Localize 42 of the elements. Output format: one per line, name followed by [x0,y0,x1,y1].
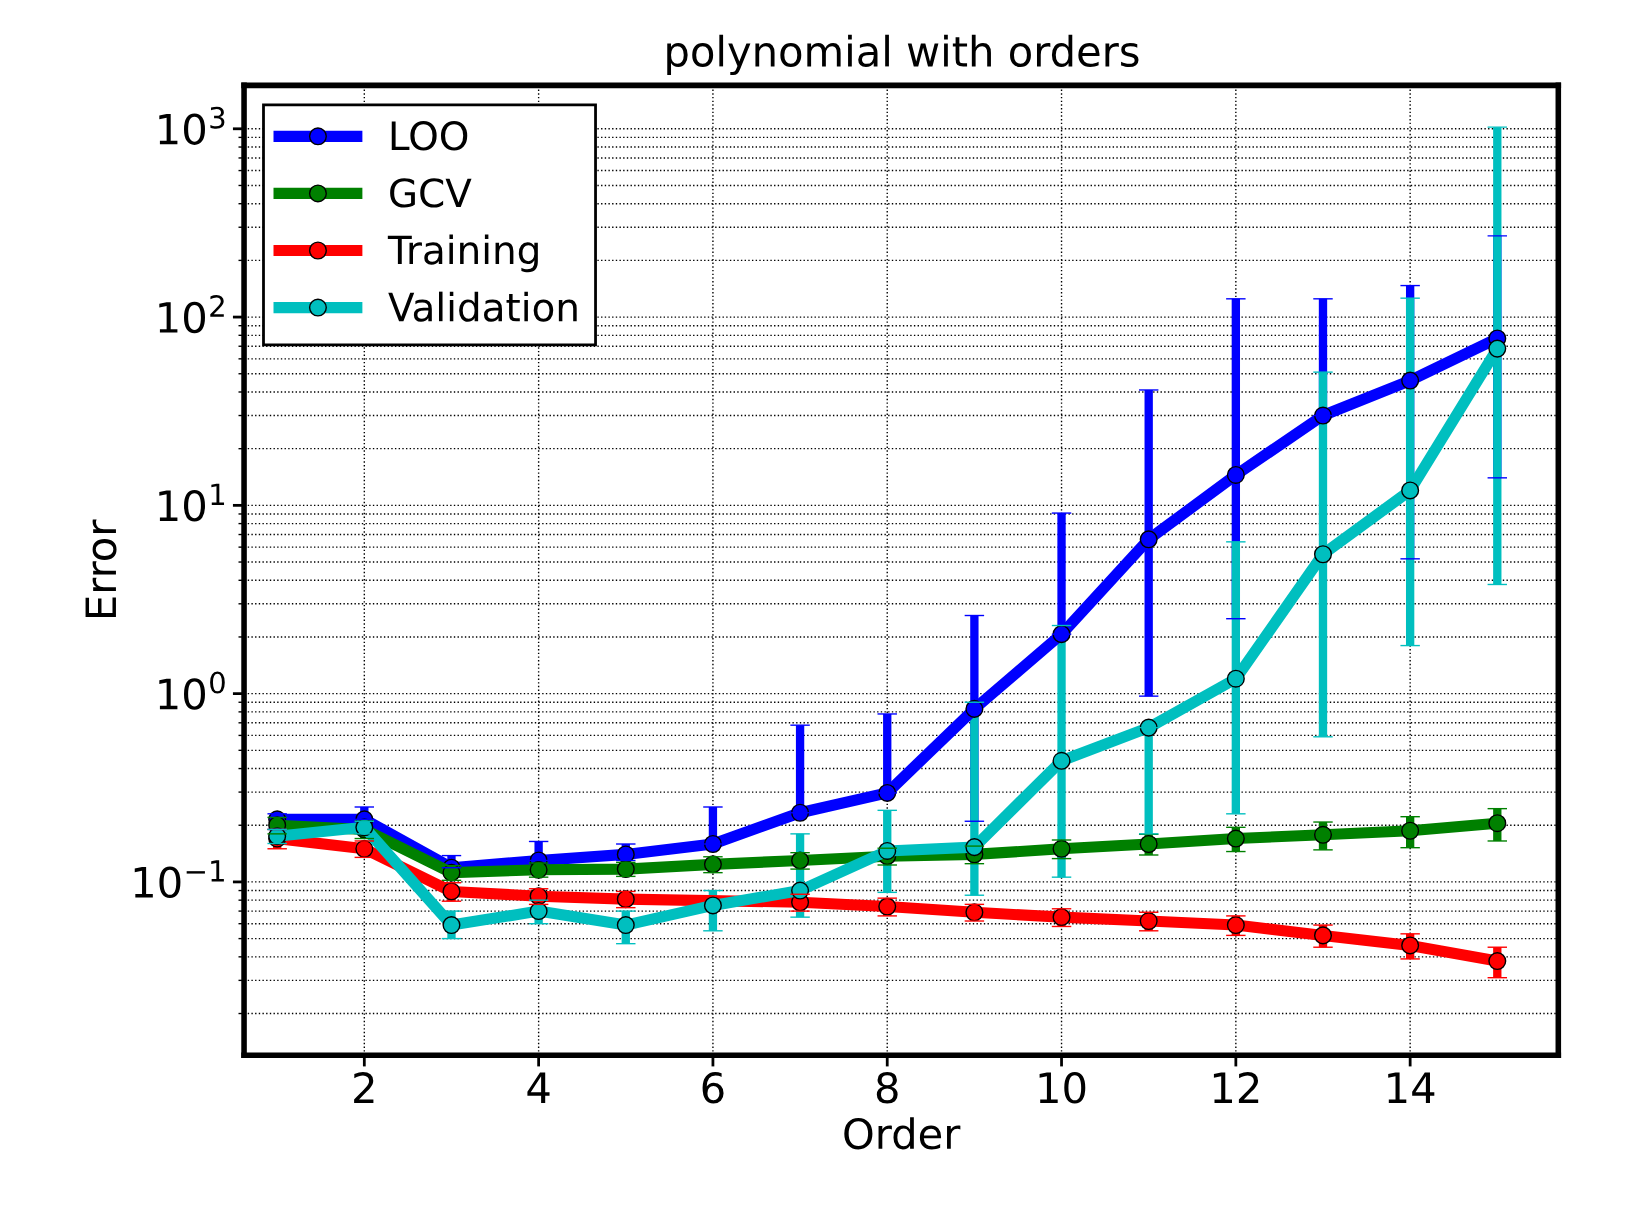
point [1226,465,1245,485]
point [1052,751,1071,770]
legend-label: GCV [390,178,472,208]
point [1313,825,1333,844]
point [791,803,810,822]
point [965,699,984,718]
legend-label: LOO [391,121,468,151]
x-tick-label: 14 [1388,1072,1435,1103]
x-axis-title: Order [844,1117,961,1150]
point [1488,339,1507,358]
x-tick-label: 6 [702,1072,724,1104]
point [1401,481,1420,500]
x-tick-label: 8 [876,1072,898,1104]
x-tick-label: 12 [1213,1072,1259,1103]
point [1313,406,1333,425]
point [616,916,635,935]
legend-label: Validation [388,291,577,322]
point [1139,718,1158,737]
point [442,916,461,935]
y-axis-title: Error [85,519,117,618]
point [1313,545,1333,564]
point [791,881,810,900]
y-tick-label: 10$^{1}$ [159,483,225,522]
point [1401,936,1420,955]
point [703,896,722,915]
x-tick-label: 10 [1039,1072,1086,1104]
chart-title: polynomial with orders [667,34,1139,76]
legend-label: Training [387,234,538,273]
point [1226,669,1245,688]
y-tick-label: 10$^{2}$ [159,294,224,334]
x-tick-label: 4 [527,1072,550,1103]
point [1488,952,1507,971]
point [1488,814,1507,833]
point [1401,371,1420,390]
point [1226,829,1245,848]
point [1401,821,1420,840]
y-tick-label: 10$^{3}$ [159,106,225,145]
y-tick-label: 10$^{−1}$ [134,860,224,899]
y-tick-label: 10$^{0}$ [159,671,225,710]
x-tick-label: 2 [354,1072,374,1103]
point [878,841,897,861]
point [1139,530,1158,549]
